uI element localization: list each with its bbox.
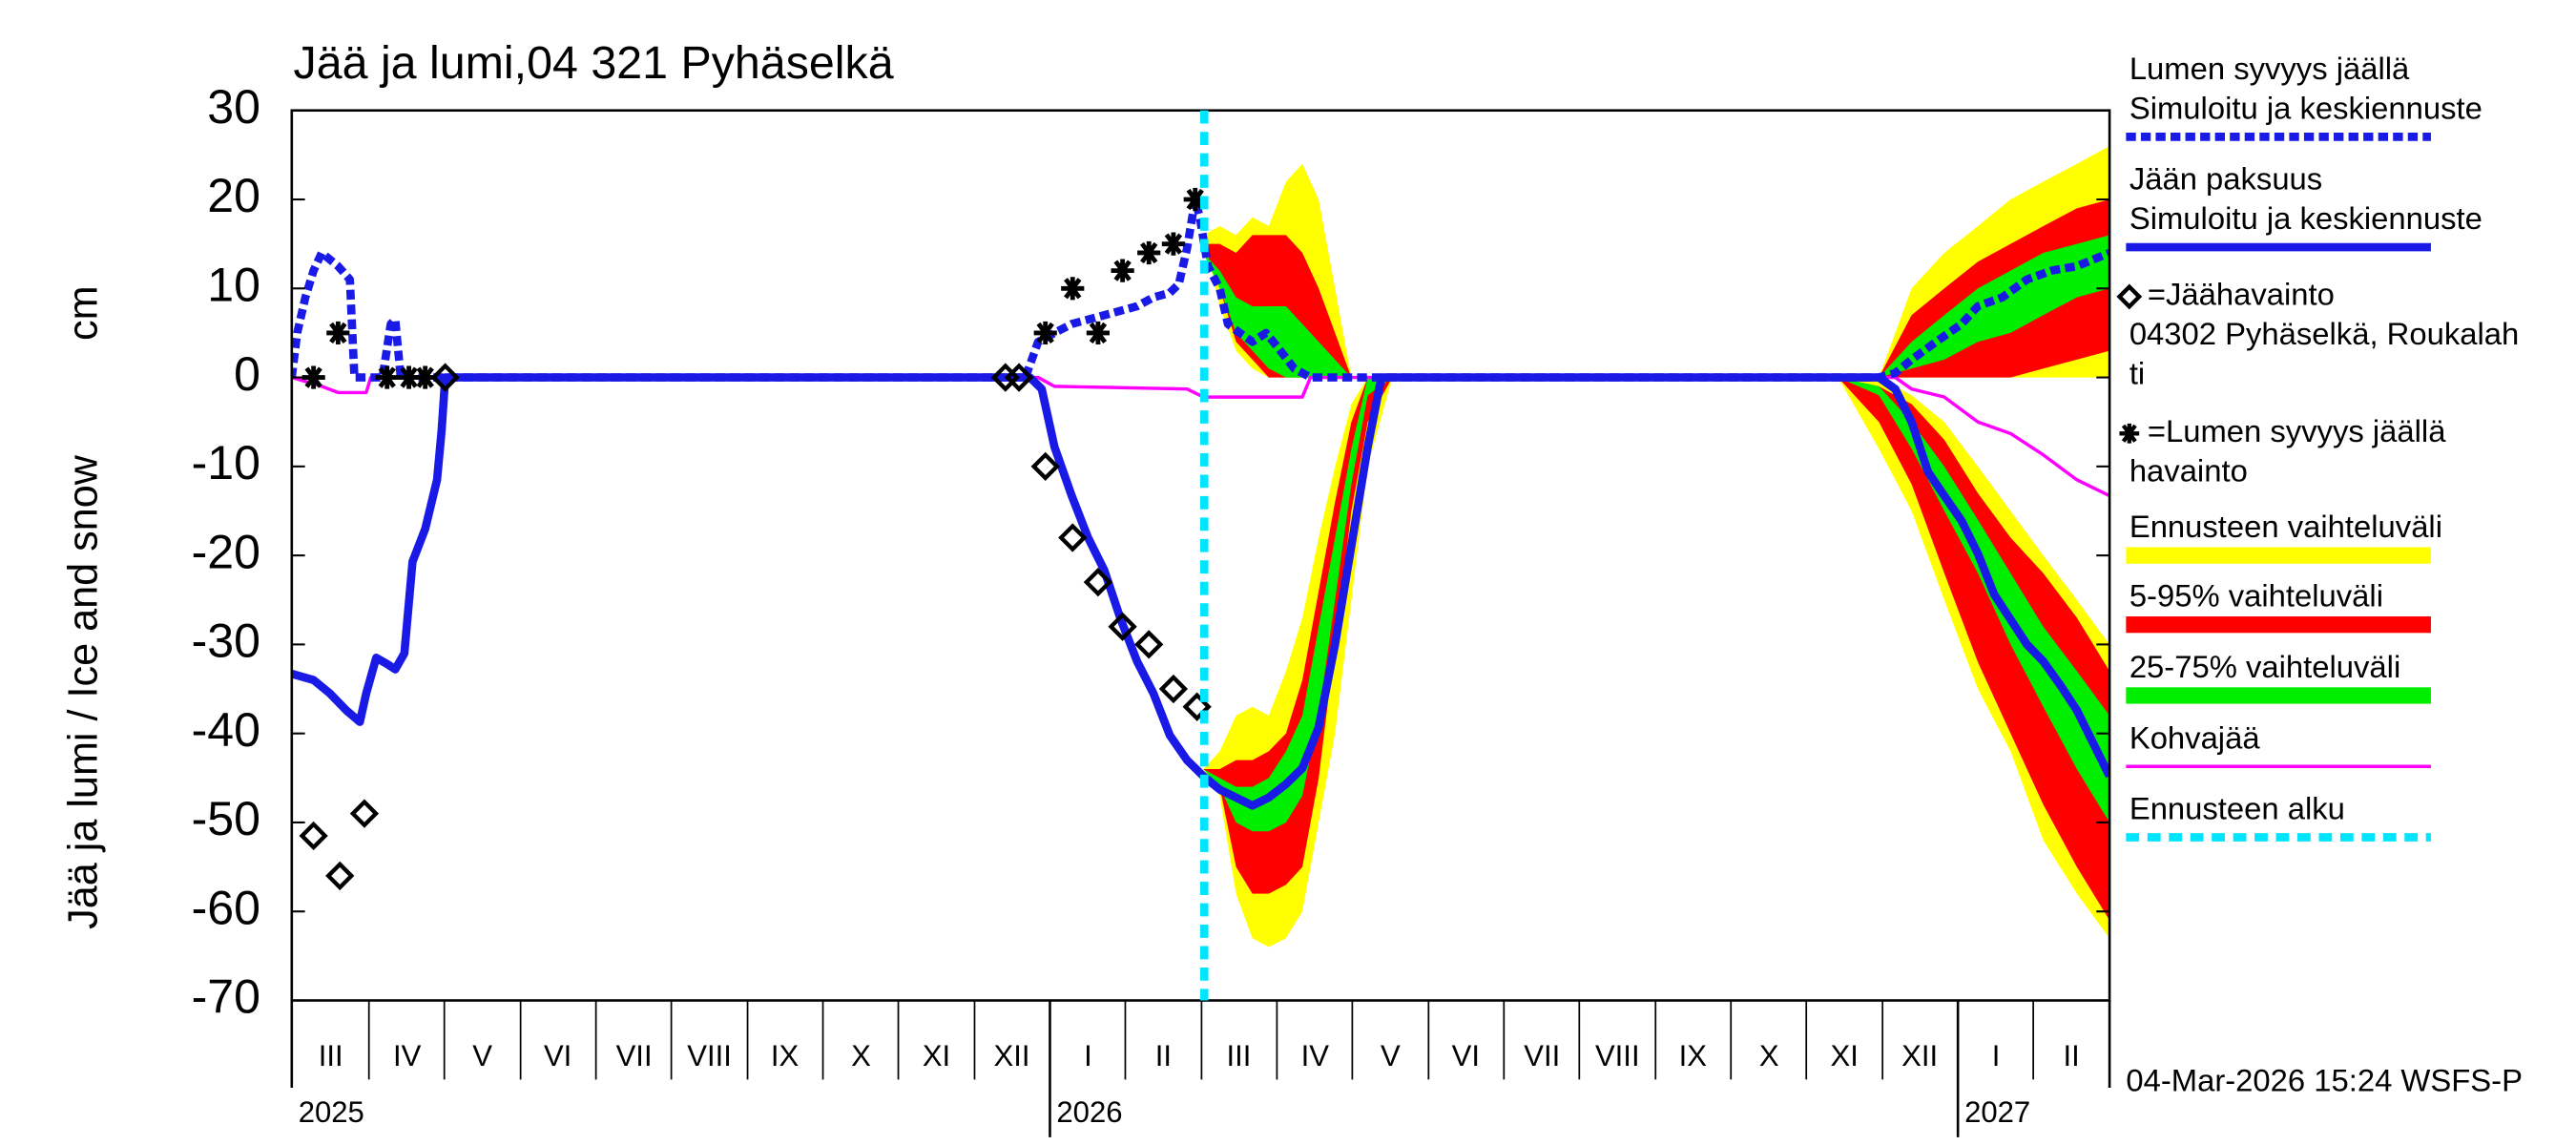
- month-label: IV: [393, 1039, 422, 1072]
- y-tick-label: -70: [192, 970, 260, 1024]
- forecast-band: [1203, 252, 1352, 378]
- diamond-marker: [1182, 692, 1212, 721]
- legend-label: =Lumen syvyys jäällä: [2148, 413, 2446, 448]
- forecast-band: [1203, 377, 1393, 832]
- asterisk-marker: [413, 365, 437, 389]
- month-label: XII: [1901, 1039, 1938, 1072]
- asterisk-marker: [1161, 232, 1185, 256]
- y-tick-label: -10: [192, 436, 260, 489]
- diamond-marker: [1030, 451, 1060, 481]
- diamond-marker: [1134, 630, 1164, 659]
- y-tick-label: -60: [192, 881, 260, 934]
- month-label: XII: [993, 1039, 1029, 1072]
- legend-label: 25-75% vaihteluväli: [2129, 649, 2400, 684]
- diamond-marker: [1083, 567, 1113, 597]
- asterisk-marker: [1061, 277, 1085, 301]
- asterisk-marker: [1183, 187, 1207, 212]
- legend-label: Lumen syvyys jäällä: [2129, 51, 2410, 86]
- diamond-marker: [349, 799, 380, 828]
- asterisk-marker: [1111, 259, 1134, 282]
- legend-label: Ennusteen vaihteluväli: [2129, 509, 2442, 544]
- year-label: 2026: [1056, 1095, 1122, 1129]
- month-label: VIII: [1595, 1039, 1640, 1072]
- forecast-band: [1838, 377, 2110, 822]
- legend-label: ti: [2129, 356, 2145, 391]
- month-label: V: [1381, 1039, 1401, 1072]
- diamond-marker: [299, 821, 328, 851]
- month-label: I: [1992, 1039, 2001, 1072]
- legend-label: havainto: [2129, 452, 2248, 488]
- month-label: X: [1759, 1039, 1779, 1072]
- month-label: VI: [544, 1039, 571, 1072]
- y-tick-label: -20: [192, 525, 260, 578]
- legend-label: Simuloitu ja keskiennuste: [2129, 200, 2483, 236]
- month-label: IX: [1679, 1039, 1708, 1072]
- y-tick-label: 10: [207, 259, 260, 312]
- legend-swatch: [2126, 687, 2431, 704]
- month-label: IX: [771, 1039, 800, 1072]
- diamond-marker: [430, 363, 460, 392]
- year-label: 2027: [1964, 1095, 2030, 1129]
- legend-label: Simuloitu ja keskiennuste: [2129, 90, 2483, 125]
- legend-marker: [2119, 423, 2140, 444]
- y-tick-label: -30: [192, 614, 260, 668]
- asterisk-marker: [1086, 321, 1111, 345]
- asterisk-marker: [397, 365, 421, 389]
- diamond-marker: [1108, 612, 1137, 641]
- y-axis-unit: cm: [60, 285, 106, 341]
- month-label: IV: [1301, 1039, 1330, 1072]
- y-axis-label: Jää ja lumi / Ice and snow: [60, 454, 106, 929]
- month-label: VII: [616, 1039, 653, 1072]
- month-label: V: [472, 1039, 492, 1072]
- y-tick-label: -50: [192, 792, 260, 845]
- legend-label: =Jäähavainto: [2148, 277, 2335, 312]
- legend-label: 5-95% vaihteluväli: [2129, 578, 2383, 614]
- month-label: I: [1084, 1039, 1092, 1072]
- month-label: III: [319, 1039, 343, 1072]
- asterisk-marker: [326, 321, 350, 345]
- month-label: XI: [923, 1039, 950, 1072]
- legend-swatch: [2126, 616, 2431, 634]
- year-label: 2025: [299, 1095, 364, 1129]
- diamond-marker: [325, 861, 355, 891]
- plot-area: [291, 146, 2110, 947]
- series-line: [291, 375, 2110, 498]
- month-label: II: [1155, 1039, 1172, 1072]
- y-tick-label: -40: [192, 703, 260, 757]
- legend-label: Jään paksuus: [2129, 161, 2322, 197]
- legend-marker: [2116, 283, 2143, 310]
- asterisk-marker: [1137, 240, 1161, 265]
- forecast-band: [1838, 377, 2110, 921]
- y-tick-label: 30: [207, 80, 260, 134]
- footer: 04-Mar-2026 15:24 WSFS-P: [2126, 1063, 2523, 1098]
- series-line: [291, 195, 2110, 382]
- month-label: X: [851, 1039, 871, 1072]
- legend-label: Kohvajää: [2129, 719, 2261, 755]
- y-tick-label: 0: [234, 347, 260, 401]
- month-label: II: [2063, 1039, 2079, 1072]
- legend-label: 04302 Pyhäselkä, Roukalah: [2129, 316, 2519, 351]
- diamond-marker: [1158, 674, 1189, 704]
- asterisk-marker: [301, 365, 325, 389]
- month-label: XI: [1831, 1039, 1859, 1072]
- month-label: VII: [1524, 1039, 1560, 1072]
- chart-title: Jää ja lumi,04 321 Pyhäselkä: [294, 37, 894, 89]
- legend-label: Ennusteen alku: [2129, 791, 2345, 826]
- diamond-marker: [1004, 363, 1034, 392]
- asterisk-marker: [375, 365, 399, 389]
- diamond-marker: [1058, 523, 1088, 552]
- month-label: VI: [1452, 1039, 1480, 1072]
- asterisk-marker: [1033, 321, 1057, 345]
- legend-swatch: [2126, 547, 2431, 564]
- month-label: VIII: [687, 1039, 732, 1072]
- y-tick-label: 20: [207, 169, 260, 222]
- month-label: III: [1226, 1039, 1251, 1072]
